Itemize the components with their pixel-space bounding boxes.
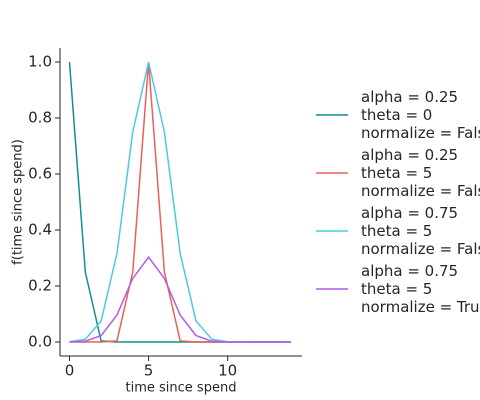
x-tick-label: 0 (65, 362, 75, 380)
y-tick-label: 1.0 (28, 53, 52, 71)
x-axis-label: time since spend (126, 381, 237, 396)
y-axis-label: f(time since spend) (11, 139, 26, 265)
series-line (69, 61, 291, 343)
legend-label: alpha = 0.75 theta = 5 normalize = False (361, 204, 480, 258)
series-line (69, 255, 291, 343)
y-tick-label: 0.2 (28, 277, 52, 295)
series-line (69, 61, 291, 343)
x-tick-label: 5 (144, 362, 154, 380)
y-tick-label: 0.8 (28, 109, 52, 127)
y-tick-label: 0.0 (28, 333, 52, 351)
legend-label: alpha = 0.25 theta = 0 normalize = False (361, 88, 480, 142)
legend-label: alpha = 0.75 theta = 5 normalize = True (361, 262, 480, 316)
y-tick-label: 0.4 (28, 221, 52, 239)
series-line (68, 61, 291, 343)
y-tick-label: 0.6 (28, 165, 52, 183)
x-tick-label: 10 (218, 362, 237, 380)
legend-label: alpha = 0.25 theta = 5 normalize = False (361, 146, 480, 200)
